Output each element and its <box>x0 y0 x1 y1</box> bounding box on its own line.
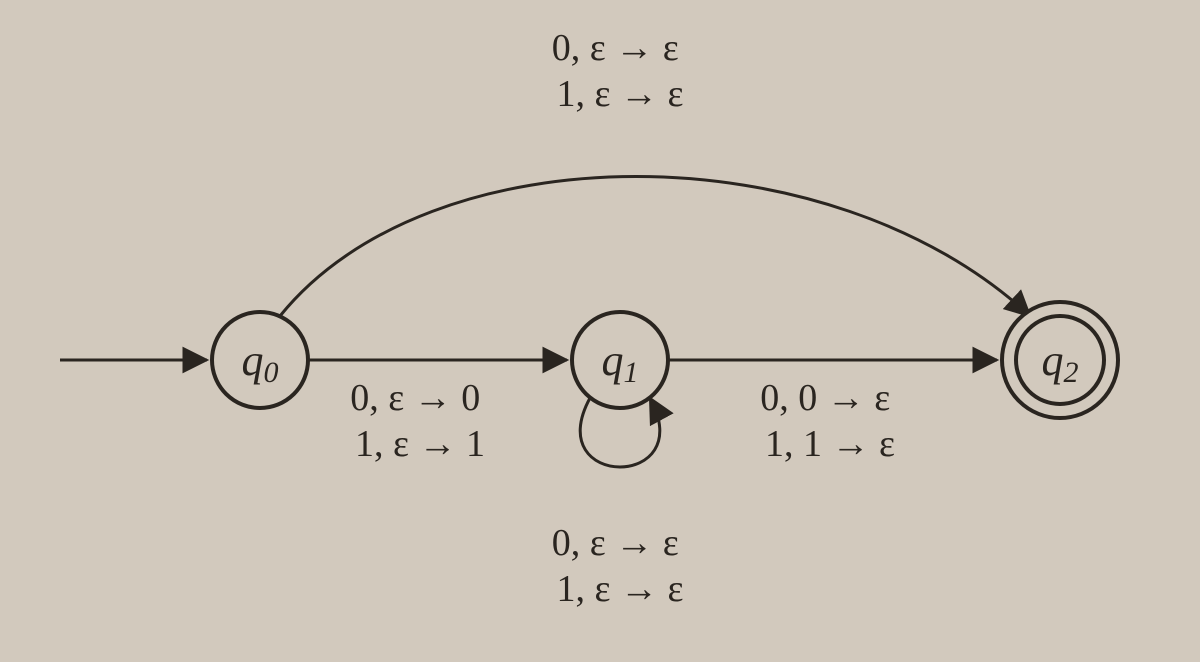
state-q1: q1 <box>572 312 668 408</box>
label-q0-q2-top-line2: 1, ε → ε <box>557 73 684 115</box>
label-q0-q2-top-line1: 0, ε → ε <box>552 27 679 69</box>
state-q0-sub: 0 <box>264 356 279 389</box>
label-q0-q1-line1: 0, ε → 0 <box>350 377 480 419</box>
label-q0-q1-line2: 1, ε → 1 <box>355 423 485 465</box>
state-q2-sub: 2 <box>1064 356 1079 389</box>
state-q1-label: q <box>602 336 624 385</box>
label-q1-q2-line1: 0, 0 → ε <box>760 377 890 419</box>
label-q1-q2-line2: 1, 1 → ε <box>765 423 895 465</box>
label-q1-loop-line1: 0, ε → ε <box>552 522 679 564</box>
state-q0-label: q <box>242 336 264 385</box>
automaton-diagram: q0 q1 q2 0, ε → ε 1, ε → ε 0, ε → 0 1, ε… <box>0 0 1200 662</box>
label-q1-loop-line2: 1, ε → ε <box>557 568 684 610</box>
state-q1-sub: 1 <box>624 356 639 389</box>
state-q2: q2 <box>1002 302 1118 418</box>
state-q0: q0 <box>212 312 308 408</box>
state-q2-label: q <box>1042 336 1064 385</box>
